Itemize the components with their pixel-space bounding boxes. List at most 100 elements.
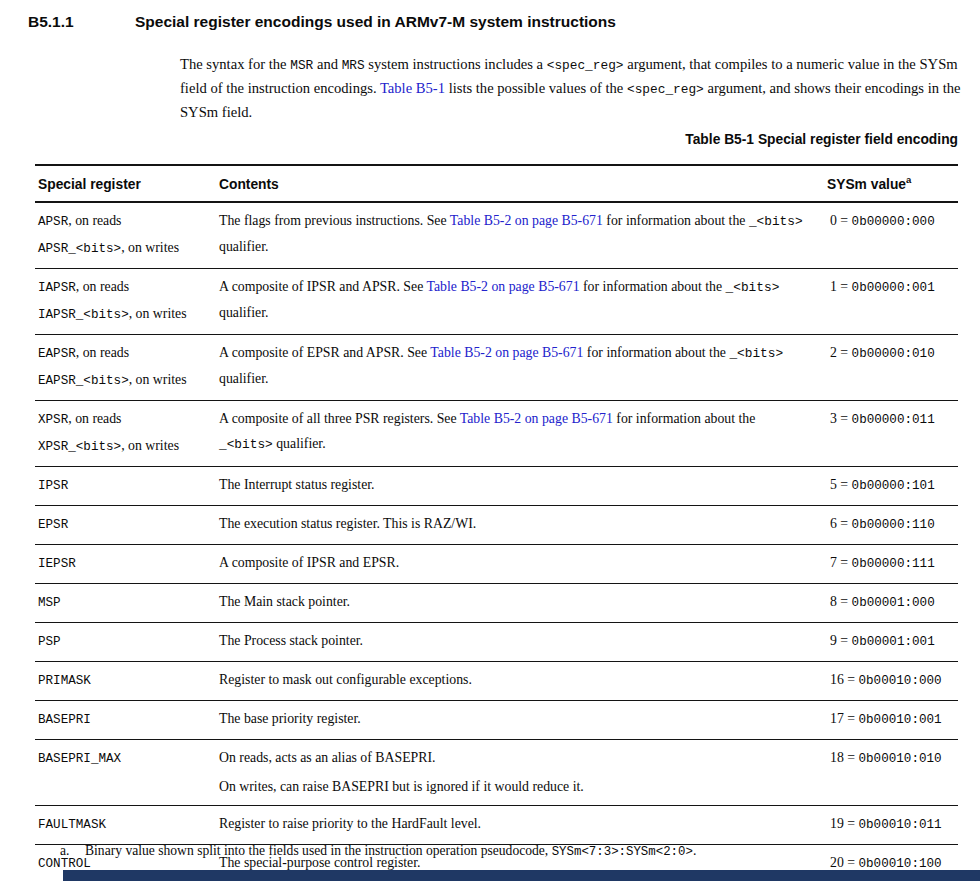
register-line: BASEPRI	[38, 706, 219, 733]
text-run: Register to mask out configurable except…	[219, 672, 472, 687]
register-line: APSR, on reads	[38, 208, 219, 235]
cross-reference-link[interactable]: Table B5-2 on page B5-671	[460, 411, 613, 426]
table-row: XPSR, on readsXPSR_<bits>, on writesA co…	[35, 401, 958, 467]
inline-code: MSP	[38, 596, 61, 610]
register-cell: IEPSR	[35, 545, 219, 583]
text-run: , on writes	[121, 240, 179, 255]
sysm-decimal-value: 17 =	[830, 711, 858, 726]
inline-code: _<bits>	[726, 280, 780, 295]
table-row: MSP The Main stack pointer.8 = 0b00001:00…	[35, 584, 958, 623]
sysm-value-cell: 5 = 0b00000:101	[827, 467, 958, 505]
text-run: Binary value shown split into the fields…	[85, 843, 552, 858]
text-run: The Interrupt status register.	[219, 477, 375, 492]
inline-code: IEPSR	[38, 557, 76, 571]
register-line: IAPSR_<bits>, on writes	[38, 301, 219, 328]
sysm-value-cell: 6 = 0b00000:110	[827, 506, 958, 544]
inline-code: XPSR_<bits>	[38, 440, 121, 454]
sysm-decimal-value: 6 =	[830, 516, 852, 531]
contents-cell: The Main stack pointer.	[219, 584, 827, 622]
contents-cell: Register to mask out configurable except…	[219, 662, 827, 700]
text-run: The flags from previous instructions. Se…	[219, 213, 450, 228]
table-row: EPSRThe execution status register. This …	[35, 506, 958, 545]
sysm-value-cell: 18 = 0b00010:010	[827, 740, 958, 805]
contents-paragraph: The Process stack pointer.	[219, 628, 809, 653]
cross-reference-link[interactable]: Table B5-1	[380, 80, 445, 96]
text-run: , on reads	[68, 213, 121, 228]
text-run: On reads, acts as an alias of BASEPRI.	[219, 750, 436, 765]
contents-paragraph: The base priority register.	[219, 706, 809, 731]
sysm-binary-value: 0b00000:101	[852, 479, 935, 493]
text-run: A composite of all three PSR registers. …	[219, 411, 460, 426]
column-header-contents: Contents	[219, 166, 827, 201]
sysm-decimal-value: 0 =	[830, 213, 852, 228]
text-run: The execution status register. This is R…	[219, 516, 476, 531]
text-run: Register to raise priority to the HardFa…	[219, 816, 481, 831]
text-run: qualifier.	[219, 305, 268, 320]
special-register-table: Special register Contents SYSm valuea AP…	[35, 164, 958, 882]
register-line: EPSR	[38, 511, 219, 538]
contents-cell: A composite of IPSR and EPSR.	[219, 545, 827, 583]
register-cell: PSP	[35, 623, 219, 661]
sysm-decimal-value: 2 =	[830, 345, 852, 360]
register-line: APSR_<bits>, on writes	[38, 235, 219, 262]
text-run: The base priority register.	[219, 711, 361, 726]
sysm-binary-value: 0b00000:001	[852, 281, 935, 295]
inline-code: <spec_reg>	[547, 58, 624, 73]
text-run: for information about the	[603, 213, 749, 228]
inline-code: PRIMASK	[38, 674, 91, 688]
register-line: EAPSR, on reads	[38, 340, 219, 367]
sysm-decimal-value: 18 =	[830, 750, 858, 765]
table-row: FAULTMASKRegister to raise priority to t…	[35, 806, 958, 845]
inline-code: APSR_<bits>	[38, 242, 121, 256]
contents-cell: The Interrupt status register.	[219, 467, 827, 505]
sysm-decimal-value: 7 =	[830, 555, 852, 570]
sysm-value-cell: 8 = 0b00001:000	[827, 584, 958, 622]
cross-reference-link[interactable]: Table B5-2 on page B5-671	[450, 213, 603, 228]
text-run: for information about the	[580, 279, 726, 294]
sysm-decimal-value: 19 =	[830, 816, 858, 831]
text-run: , on writes	[121, 438, 179, 453]
contents-cell: A composite of EPSR and APSR. See Table …	[219, 335, 827, 400]
inline-code: <spec_reg>	[627, 82, 704, 97]
sysm-decimal-value: 16 =	[830, 672, 858, 687]
sysm-binary-value: 0b00000:011	[852, 413, 935, 427]
text-run: A composite of IPSR and EPSR.	[219, 555, 399, 570]
inline-code: APSR	[38, 215, 68, 229]
inline-code: XPSR	[38, 413, 68, 427]
inline-code: MRS	[342, 58, 365, 73]
sysm-decimal-value: 1 =	[830, 279, 852, 294]
register-line: EAPSR_<bits>, on writes	[38, 367, 219, 394]
sysm-value-cell: 0 = 0b00000:000	[827, 203, 958, 268]
text-run: On writes, can raise BASEPRI but is igno…	[219, 779, 584, 794]
inline-code: BASEPRI	[38, 713, 91, 727]
text-run: , on reads	[68, 411, 121, 426]
table-caption: Table B5-1 Special register field encodi…	[35, 132, 958, 147]
sysm-decimal-value: 3 =	[830, 411, 852, 426]
contents-paragraph: Register to raise priority to the HardFa…	[219, 811, 809, 836]
sysm-binary-value: 0b00010:000	[858, 674, 941, 688]
inline-code: IAPSR_<bits>	[38, 308, 129, 322]
sysm-decimal-value: 9 =	[830, 633, 852, 648]
table-row: PSPThe Process stack pointer.9 = 0b00001…	[35, 623, 958, 662]
table-row: BASEPRI_MAXOn reads, acts as an alias of…	[35, 740, 958, 806]
sysm-binary-value: 0b00000:010	[852, 347, 935, 361]
contents-paragraph: Register to mask out configurable except…	[219, 667, 809, 692]
text-run: , on reads	[76, 345, 129, 360]
inline-code: _<bits>	[729, 346, 783, 361]
table-row: IEPSRA composite of IPSR and EPSR.7 = 0b…	[35, 545, 958, 584]
cross-reference-link[interactable]: Table B5-2 on page B5-671	[430, 345, 583, 360]
inline-code: _<bits>	[749, 214, 803, 229]
contents-paragraph: The flags from previous instructions. Se…	[219, 208, 809, 259]
text-run: The syntax for the	[180, 56, 290, 72]
table-body: APSR, on readsAPSR_<bits>, on writesThe …	[35, 203, 958, 882]
sysm-value-cell: 2 = 0b00000:010	[827, 335, 958, 400]
text-run: .	[693, 843, 696, 858]
register-line: IAPSR, on reads	[38, 274, 219, 301]
sysm-value-cell: 3 = 0b00000:011	[827, 401, 958, 466]
sysm-binary-value: 0b00001:000	[852, 596, 935, 610]
register-line: FAULTMASK	[38, 811, 219, 838]
register-line: XPSR_<bits>, on writes	[38, 433, 219, 460]
register-cell: EPSR	[35, 506, 219, 544]
cross-reference-link[interactable]: Table B5-2 on page B5-671	[427, 279, 580, 294]
contents-paragraph: A composite of all three PSR registers. …	[219, 406, 809, 457]
